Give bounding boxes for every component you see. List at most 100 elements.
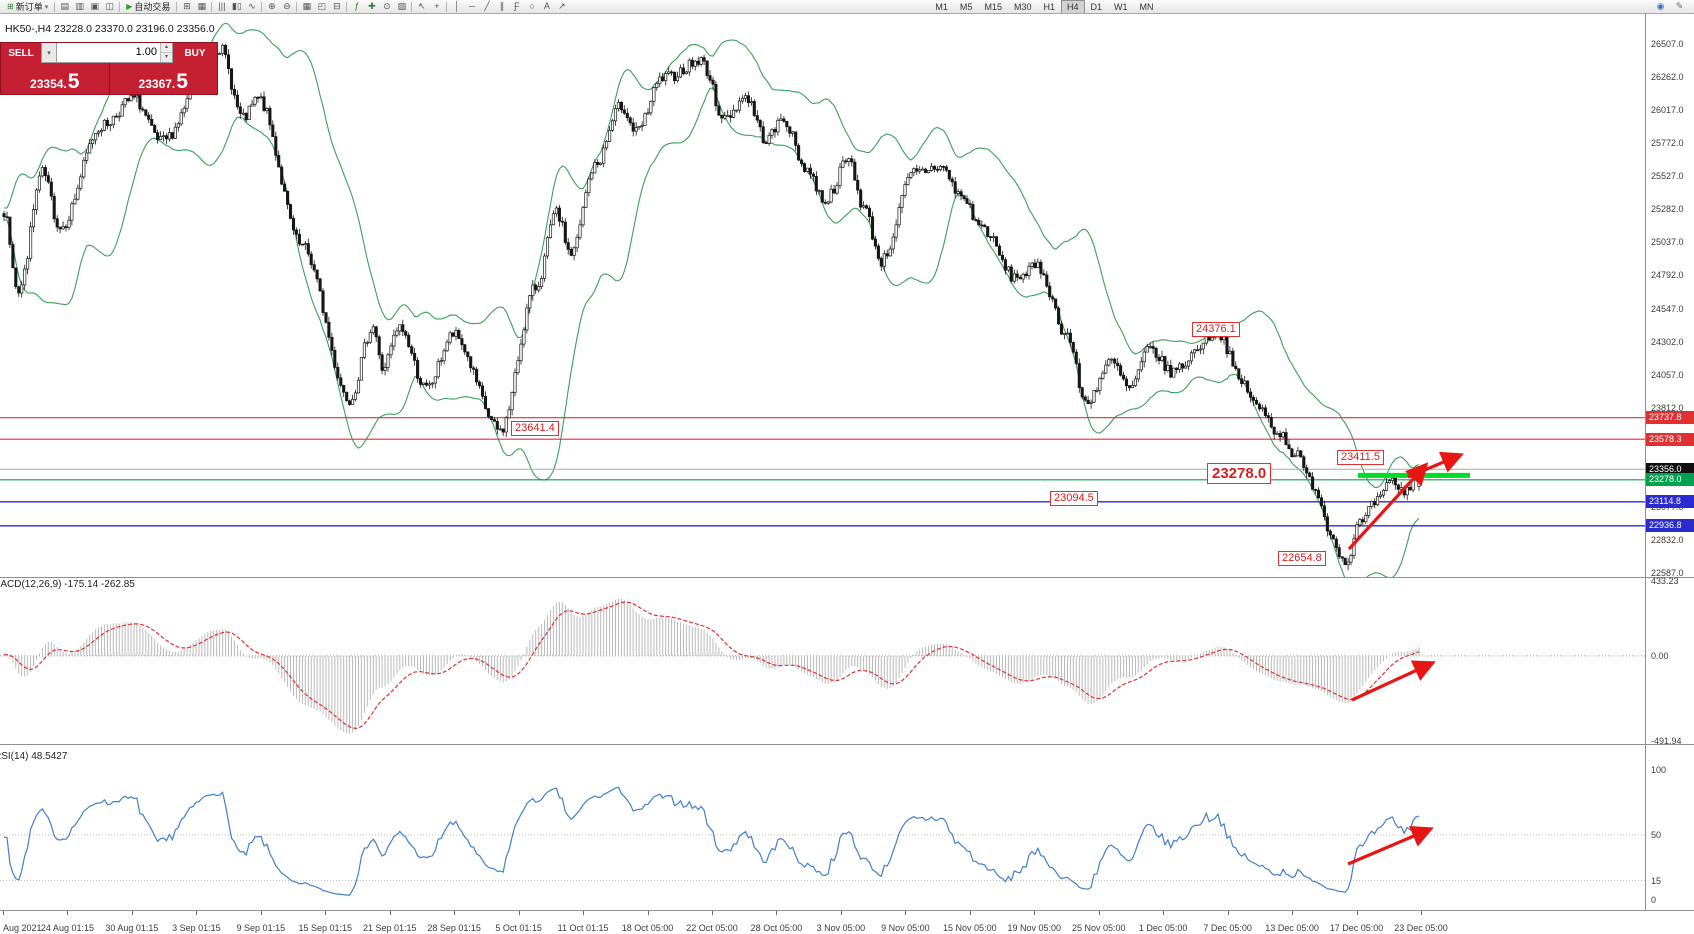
notifications-icon[interactable]: ◉ — [1656, 1, 1665, 11]
time-tick — [905, 911, 907, 915]
sell-button[interactable]: SELL — [1, 43, 41, 63]
timeframe-d1[interactable]: D1 — [1090, 1, 1103, 12]
play-icon: ▶ — [126, 2, 133, 11]
price-annotation: 23094.5 — [1050, 491, 1098, 506]
horizontal-level-lines — [0, 417, 1645, 527]
chevron-down-icon: ▾ — [44, 3, 49, 11]
time-tick — [1292, 911, 1294, 915]
time-axis-label: 21 Sep 01:15 — [362, 923, 417, 933]
indicators-icon[interactable]: ƒ — [354, 1, 360, 11]
arrange-windows-icon[interactable]: ⊟ — [333, 1, 341, 11]
terminal-icon[interactable]: ◫ — [105, 1, 114, 11]
toolbar: ⊞ 新订单 ▾ ▤ ▥ ▣ ◫ ▶ 自动交易 ⊞ ▦ ||| ▮▯ ∿ ⊕ ⊖ ▦ ◰ ⊟ ƒ ✚ ⊙ ▨ ↖ + │ ─ ╱ ∥ Ƒ ○ A… — [0, 0, 1694, 14]
line-chart-icon[interactable]: ∿ — [248, 1, 256, 11]
timeframe-h4[interactable]: H4 — [1060, 0, 1085, 13]
market-watch-icon[interactable]: ▤ — [60, 1, 69, 11]
time-axis-label: 23 Dec 05:00 — [1394, 923, 1448, 933]
bollinger-bands — [3, 22, 1420, 577]
price-axis[interactable]: 26507.0 26262.0 26017.0 25772.0 25527.0 25282… — [1646, 14, 1694, 910]
time-axis[interactable]: Aug 2021 24 Aug 01:15 30 Aug 01:15 3 Sep 01… — [0, 911, 1645, 934]
tile-windows-icon[interactable]: ▦ — [302, 1, 312, 11]
time-tick — [840, 911, 842, 915]
zoom-out-icon[interactable]: ⊖ — [283, 1, 291, 11]
timeframe-m30[interactable]: M30 — [1013, 1, 1032, 12]
pane-separator[interactable] — [0, 744, 1694, 745]
cascade-windows-icon[interactable]: ◰ — [317, 1, 327, 11]
new-order-button[interactable]: ⊞ 新订单 ▾ — [3, 0, 52, 13]
timeframe-h1[interactable]: H1 — [1043, 1, 1055, 12]
data-window-icon[interactable]: ▥ — [75, 1, 84, 11]
timeframe-m15[interactable]: M15 — [984, 1, 1002, 12]
order-type-dropdown[interactable]: ▾ — [41, 43, 57, 63]
bar-chart-icon[interactable]: ||| — [218, 1, 226, 11]
candlestick-chart-icon[interactable]: ▮▯ — [231, 1, 242, 11]
macd-signal-line — [3, 601, 1420, 730]
trendline-icon[interactable]: ╱ — [484, 1, 490, 11]
profiles-icon[interactable]: ▦ — [197, 1, 207, 11]
price-axis-label: 24302.0 — [1651, 336, 1684, 347]
rsi-pane[interactable] — [0, 744, 1645, 910]
buy-price-button[interactable]: 23367. 5 — [109, 63, 217, 94]
time-axis-label: 28 Oct 05:00 — [750, 923, 803, 933]
navigator-icon[interactable]: ▣ — [90, 1, 99, 11]
new-order-button-label: 新订单 — [15, 2, 43, 12]
rsi-axis-label: 50 — [1651, 830, 1662, 840]
timeframe-clock-icon[interactable]: ⊙ — [383, 1, 391, 11]
sell-price-button[interactable]: 23354. 5 — [1, 63, 110, 94]
price-axis-label: 23812.0 — [1651, 402, 1684, 413]
price-annotation: 23641.4 — [511, 421, 559, 436]
price-axis-label: 26017.0 — [1651, 105, 1684, 116]
timeframe-mn[interactable]: MN — [1139, 1, 1154, 12]
arrow-marker-icon[interactable]: ↗ — [558, 1, 566, 11]
auto-trading-button[interactable]: ▶ 自动交易 — [122, 0, 174, 13]
zoom-in-icon[interactable]: ⊕ — [268, 1, 276, 11]
macd-axis-label: 433.23 — [1651, 576, 1679, 586]
price-axis-label: 22832.0 — [1651, 534, 1684, 545]
cursor-icon[interactable]: ↖ — [418, 1, 426, 11]
time-tick — [1227, 911, 1229, 915]
toolbar-separator — [446, 1, 448, 12]
price-annotation: 23278.0 — [1207, 463, 1272, 484]
templates-icon[interactable]: ▨ — [397, 1, 407, 11]
timeframe-m5[interactable]: M5 — [959, 1, 973, 12]
pane-separator[interactable] — [0, 577, 1694, 578]
crosshair-icon[interactable]: + — [434, 1, 440, 11]
spinner-down-icon[interactable]: ▾ — [164, 54, 168, 60]
fibonacci-icon[interactable]: Ƒ — [514, 1, 520, 11]
rsi-indicator-label: RSI(14) 48.5427 — [0, 751, 68, 762]
time-axis-label: 3 Sep 01:15 — [172, 923, 221, 933]
equidistant-channel-icon[interactable]: ∥ — [499, 1, 505, 11]
chevron-down-icon: ▾ — [47, 49, 51, 57]
pane-separator[interactable] — [0, 910, 1694, 911]
time-tick — [196, 911, 198, 915]
time-tick — [583, 911, 585, 915]
price-annotation: 22654.8 — [1278, 551, 1326, 566]
new-chart-icon[interactable]: ⊞ — [183, 1, 191, 11]
time-axis-label: 19 Nov 05:00 — [1007, 923, 1062, 933]
axis-separator — [1645, 14, 1646, 910]
text-icon[interactable]: A — [543, 1, 550, 11]
timeframe-m1[interactable]: M1 — [935, 1, 948, 12]
price-axis-label: 25772.0 — [1651, 138, 1684, 149]
volume-stepper[interactable]: ▴ ▾ — [160, 43, 172, 62]
volume-input[interactable]: 1.00 ▴ ▾ — [57, 43, 173, 63]
price-tag: 23114.8 — [1646, 495, 1694, 509]
edit-icon[interactable]: ✎ — [1675, 1, 1684, 11]
shapes-icon[interactable]: ○ — [529, 1, 535, 11]
spinner-up-icon[interactable]: ▴ — [161, 43, 172, 53]
main-price-pane[interactable] — [0, 14, 1645, 577]
price-tag: 23737.8 — [1646, 411, 1694, 425]
horizontal-line-icon[interactable]: ─ — [468, 1, 476, 11]
buy-button[interactable]: BUY — [173, 43, 217, 63]
price-tag: 23578.3 — [1646, 432, 1694, 446]
time-axis-label: 17 Dec 05:00 — [1329, 923, 1384, 933]
price-axis-label: 26507.0 — [1651, 39, 1684, 49]
time-axis-label: 9 Sep 01:15 — [236, 923, 286, 933]
vertical-line-icon[interactable]: │ — [454, 1, 460, 11]
timeframe-w1[interactable]: W1 — [1114, 1, 1128, 12]
add-indicator-icon[interactable]: ✚ — [368, 1, 376, 11]
macd-pane[interactable] — [0, 577, 1645, 744]
toolbar-separator — [411, 1, 413, 12]
